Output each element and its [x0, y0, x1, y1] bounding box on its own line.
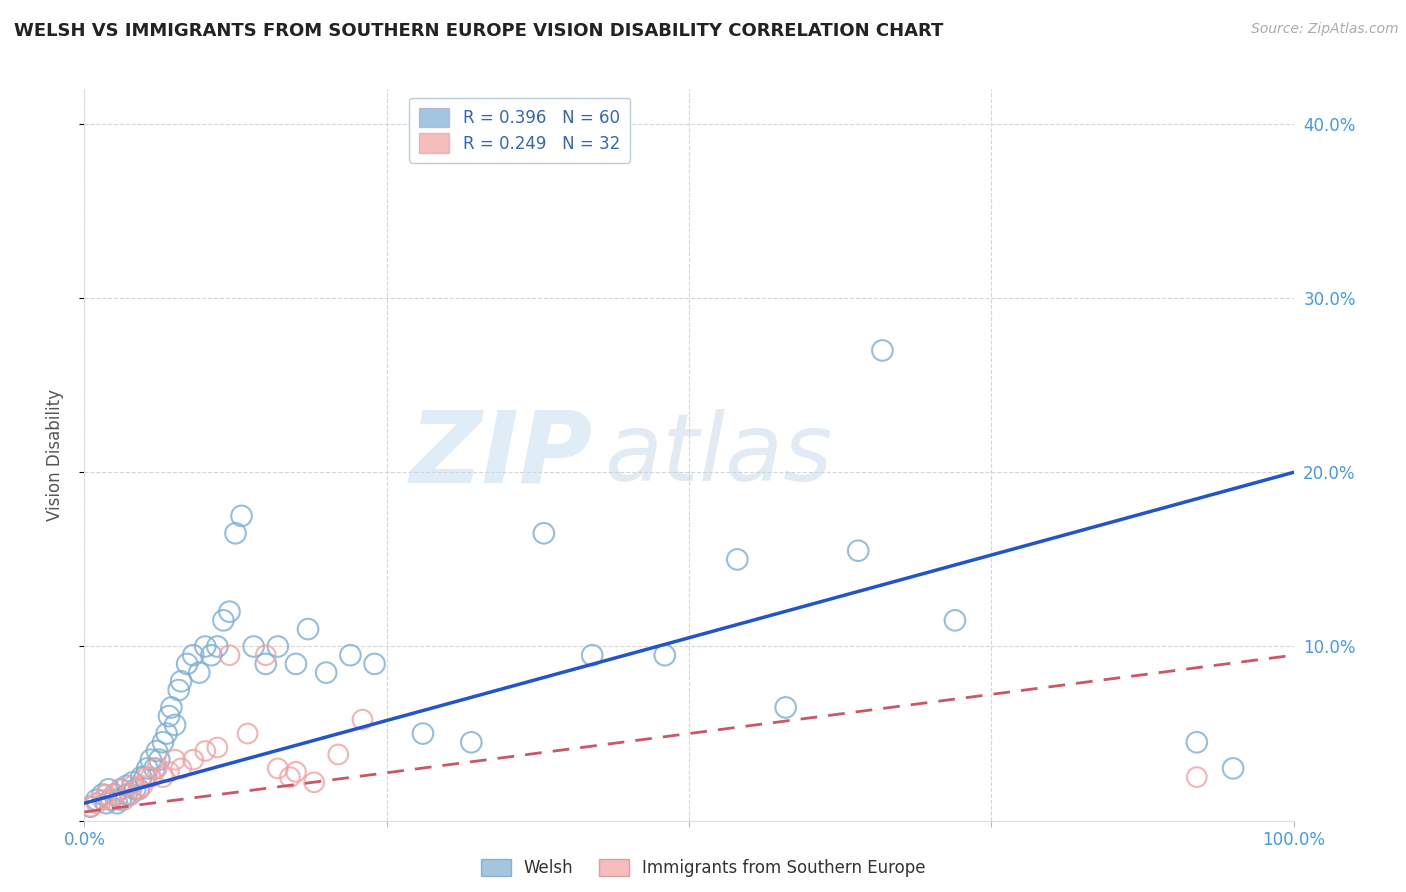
Point: [315, 665, 337, 680]
Point: [872, 343, 894, 358]
Text: atlas: atlas: [605, 409, 832, 500]
Point: [176, 657, 198, 671]
Point: [231, 508, 253, 523]
Text: WELSH VS IMMIGRANTS FROM SOUTHERN EUROPE VISION DISABILITY CORRELATION CHART: WELSH VS IMMIGRANTS FROM SOUTHERN EUROPE…: [14, 22, 943, 40]
Point: [155, 726, 177, 740]
Point: [533, 526, 555, 541]
Point: [110, 782, 132, 797]
Point: [148, 753, 170, 767]
Point: [120, 788, 142, 802]
Text: Source: ZipAtlas.com: Source: ZipAtlas.com: [1251, 22, 1399, 37]
Point: [112, 793, 135, 807]
Text: ZIP: ZIP: [409, 407, 592, 503]
Point: [97, 782, 120, 797]
Point: [725, 552, 748, 566]
Point: [328, 747, 350, 762]
Point: [131, 779, 153, 793]
Point: [218, 605, 240, 619]
Point: [181, 648, 204, 663]
Point: [139, 770, 162, 784]
Point: [94, 788, 117, 802]
Point: [846, 543, 869, 558]
Point: [297, 622, 319, 636]
Point: [128, 782, 150, 797]
Point: [94, 796, 117, 810]
Point: [146, 744, 169, 758]
Legend: Welsh, Immigrants from Southern Europe: Welsh, Immigrants from Southern Europe: [474, 852, 932, 884]
Point: [170, 674, 193, 689]
Point: [254, 648, 277, 663]
Point: [267, 761, 290, 775]
Point: [120, 788, 142, 802]
Point: [1185, 735, 1208, 749]
Point: [152, 735, 174, 749]
Point: [121, 779, 143, 793]
Point: [254, 657, 277, 671]
Point: [207, 740, 229, 755]
Point: [100, 793, 122, 807]
Point: [654, 648, 676, 663]
Point: [152, 770, 174, 784]
Point: [412, 726, 434, 740]
Point: [79, 799, 101, 814]
Point: [160, 700, 183, 714]
Point: [267, 640, 290, 654]
Point: [170, 761, 193, 775]
Point: [91, 793, 114, 807]
Point: [285, 764, 308, 779]
Point: [460, 735, 482, 749]
Point: [104, 788, 127, 802]
Point: [165, 718, 187, 732]
Point: [363, 657, 385, 671]
Point: [352, 713, 374, 727]
Point: [110, 782, 132, 797]
Point: [110, 793, 132, 807]
Point: [278, 770, 301, 784]
Y-axis label: Vision Disability: Vision Disability: [45, 389, 63, 521]
Point: [218, 648, 240, 663]
Point: [181, 753, 204, 767]
Point: [86, 793, 108, 807]
Point: [212, 613, 235, 627]
Point: [136, 761, 159, 775]
Point: [143, 761, 166, 775]
Point: [124, 782, 146, 797]
Point: [115, 788, 138, 802]
Point: [242, 640, 264, 654]
Point: [1222, 761, 1244, 775]
Point: [194, 640, 217, 654]
Point: [134, 770, 156, 784]
Point: [236, 726, 259, 740]
Point: [129, 770, 152, 784]
Point: [100, 793, 122, 807]
Point: [339, 648, 361, 663]
Point: [157, 709, 180, 723]
Point: [146, 761, 169, 775]
Point: [1185, 770, 1208, 784]
Point: [225, 526, 247, 541]
Point: [194, 744, 217, 758]
Point: [136, 770, 159, 784]
Point: [285, 657, 308, 671]
Point: [115, 779, 138, 793]
Point: [200, 648, 222, 663]
Legend: R = 0.396   N = 60, R = 0.249   N = 32: R = 0.396 N = 60, R = 0.249 N = 32: [409, 97, 630, 162]
Point: [167, 683, 190, 698]
Point: [207, 640, 229, 654]
Point: [86, 796, 108, 810]
Point: [139, 753, 162, 767]
Point: [79, 799, 101, 814]
Point: [943, 613, 966, 627]
Point: [128, 782, 150, 797]
Point: [121, 775, 143, 789]
Point: [165, 753, 187, 767]
Point: [581, 648, 603, 663]
Point: [157, 764, 180, 779]
Point: [775, 700, 797, 714]
Point: [91, 788, 114, 802]
Point: [302, 775, 325, 789]
Point: [188, 665, 211, 680]
Point: [105, 796, 128, 810]
Point: [104, 788, 127, 802]
